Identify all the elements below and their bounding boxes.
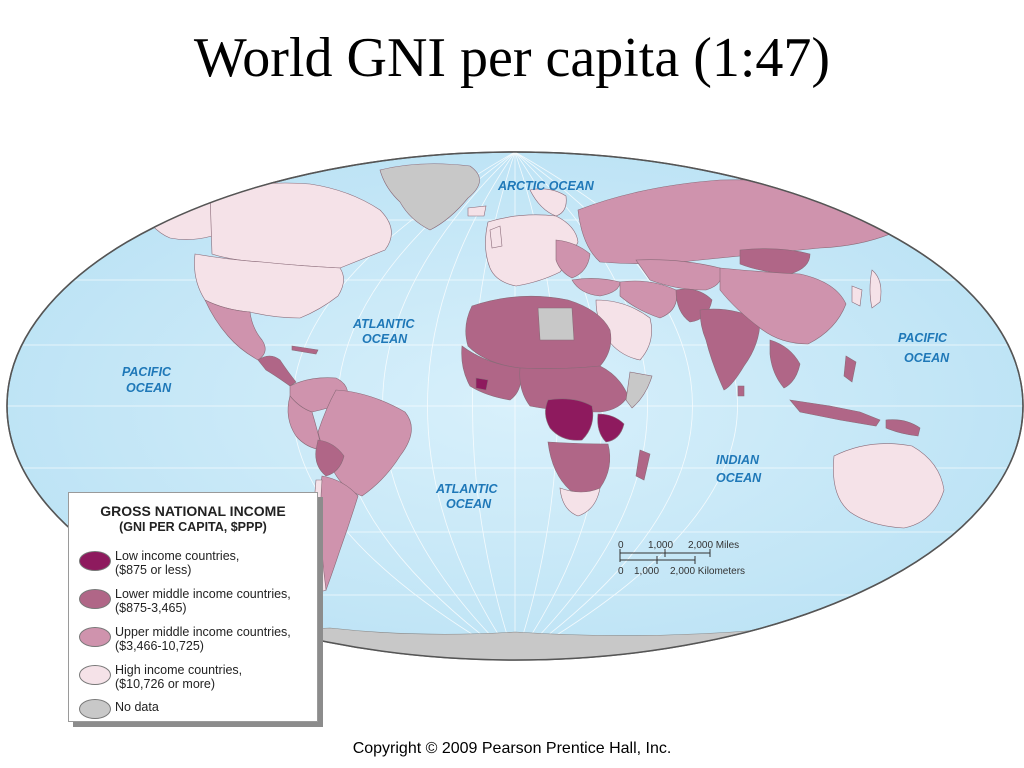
atlantic-south-label-2: OCEAN <box>446 497 492 511</box>
legend-label: Low income countries, ($875 or less) <box>115 549 240 577</box>
scale-miles-end: 2,000 Miles <box>688 540 739 551</box>
pacific-west-label-2: OCEAN <box>904 351 950 365</box>
pacific-east-label-1: PACIFIC <box>122 365 172 379</box>
iran <box>619 280 677 319</box>
central-america <box>257 355 297 387</box>
scale-miles-zero: 0 <box>618 540 624 551</box>
pacific-east-label-2: OCEAN <box>126 381 172 395</box>
legend-swatch-low-income <box>79 551 111 571</box>
sri-lanka <box>737 385 745 397</box>
scale-bar: 0 1,000 2,000 Miles 0 1,000 2,000 Kilome… <box>618 540 745 577</box>
legend-swatch-high-income <box>79 665 111 685</box>
greenland <box>379 163 480 231</box>
australia <box>833 443 945 529</box>
scale-km-mid: 1,000 <box>634 566 659 577</box>
somalia-no-data <box>625 371 653 409</box>
atlantic-north-label-1: ATLANTIC <box>352 317 416 331</box>
scale-km-end: 2,000 Kilometers <box>670 566 745 577</box>
congo-drc <box>545 398 594 441</box>
iceland <box>467 205 487 217</box>
southeast-asia <box>769 339 801 389</box>
legend-subtitle: (GNI PER CAPITA, $PPP) <box>119 520 267 534</box>
pacific-west-label-1: PACIFIC <box>898 331 948 345</box>
arctic-ocean-label: ARCTIC OCEAN <box>497 179 595 193</box>
mexico <box>204 299 266 361</box>
slide-title: World GNI per capita (1:47) <box>193 27 831 89</box>
indonesia <box>789 399 881 427</box>
legend-title: GROSS NATIONAL INCOME <box>100 503 286 519</box>
madagascar <box>635 449 651 481</box>
map-legend: GROSS NATIONAL INCOME (GNI PER CAPITA, $… <box>68 492 318 722</box>
legend-label: Upper middle income countries, ($3,466-1… <box>115 625 291 653</box>
papua-new-guinea <box>885 419 921 437</box>
legend-swatch-no-data <box>79 699 111 719</box>
japan <box>869 269 882 309</box>
new-zealand <box>961 521 977 549</box>
west-africa-low <box>475 377 489 391</box>
bolivia <box>315 439 345 477</box>
tanzania <box>597 413 625 443</box>
china <box>719 267 847 345</box>
indian-ocean-label-2: OCEAN <box>716 471 762 485</box>
brazil <box>317 389 412 497</box>
korea <box>851 285 863 307</box>
central-africa <box>519 365 629 413</box>
legend-label: High income countries, ($10,726 or more) <box>115 663 243 691</box>
scandinavia <box>529 188 567 217</box>
scale-miles-mid: 1,000 <box>648 540 673 551</box>
mongolia <box>739 248 811 275</box>
uk <box>489 225 503 249</box>
eastern-europe <box>555 239 591 279</box>
map-border <box>6 151 1024 661</box>
atlantic-south-label-1: ATLANTIC <box>435 482 499 496</box>
atlantic-north-label-2: OCEAN <box>362 332 408 346</box>
copyright-notice: Copyright © 2009 Pearson Prentice Hall, … <box>352 740 672 757</box>
turkey <box>571 278 621 297</box>
scale-km-zero: 0 <box>618 566 624 577</box>
libya-no-data <box>537 307 575 341</box>
indian-ocean-label-1: INDIAN <box>716 453 760 467</box>
south-africa <box>559 487 601 517</box>
legend-label: Lower middle income countries, ($875-3,4… <box>115 587 291 615</box>
caribbean <box>291 345 319 355</box>
philippines <box>843 355 857 383</box>
legend-label: No data <box>115 700 159 714</box>
legend-swatch-lower-middle-income <box>79 589 111 609</box>
legend-swatch-upper-middle-income <box>79 627 111 647</box>
